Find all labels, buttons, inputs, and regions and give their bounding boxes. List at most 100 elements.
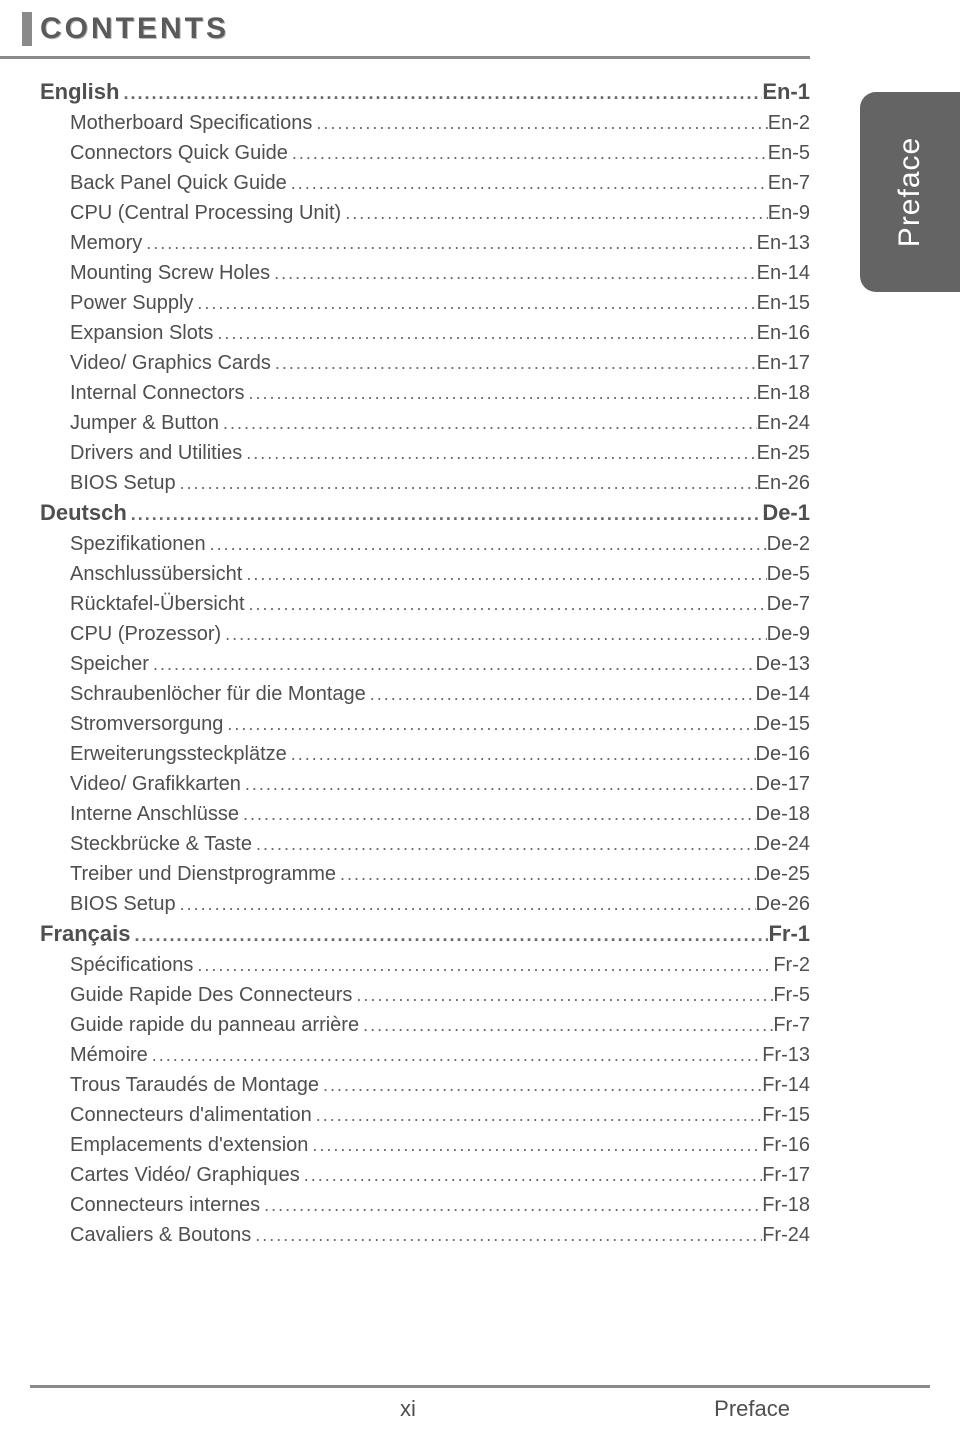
toc-entry-label: Guide Rapide Des Connecteurs	[70, 980, 352, 1010]
toc-entry-page: De-16	[756, 739, 810, 769]
toc-leader-dots	[193, 288, 756, 318]
toc-leader-dots	[271, 348, 757, 378]
toc-entry-page: Fr-13	[762, 1040, 810, 1070]
toc-leader-dots	[336, 859, 755, 889]
toc-entry-label: Connecteurs d'alimentation	[70, 1100, 312, 1130]
toc-leader-dots	[142, 228, 756, 258]
toc-section-label: Deutsch	[40, 498, 127, 528]
toc-entry: Drivers and Utilities En-25	[40, 438, 810, 468]
toc-leader-dots	[242, 438, 756, 468]
toc-entry: MemoryEn-13	[40, 228, 810, 258]
page-title: CONTENTS	[40, 12, 229, 46]
toc-entry: Treiber und DienstprogrammeDe-25	[40, 859, 810, 889]
toc-entry-label: Mémoire	[70, 1040, 148, 1070]
toc-entry: Interne AnschlüsseDe-18	[40, 799, 810, 829]
toc-entry-label: Connectors Quick Guide	[70, 138, 288, 168]
footer-section-name: Preface	[714, 1396, 790, 1422]
toc-leader-dots	[245, 589, 767, 619]
side-tab-label: Preface	[893, 137, 927, 247]
toc-entry-page: Fr-18	[762, 1190, 810, 1220]
toc-entry-label: Jumper & Button	[70, 408, 219, 438]
page-footer: xi Preface	[30, 1385, 930, 1422]
toc-section-page: En-1	[762, 77, 810, 107]
toc-entry-page: De-14	[756, 679, 810, 709]
toc-entry-label: Motherboard Specifications	[70, 108, 312, 138]
toc-entry-page: En-7	[768, 168, 810, 198]
toc-leader-dots	[312, 1100, 762, 1130]
toc-entry-label: Erweiterungssteckplätze	[70, 739, 287, 769]
toc-entry-page: Fr-7	[773, 1010, 810, 1040]
toc-entry-label: Mounting Screw Holes	[70, 258, 270, 288]
toc-entry-page: Fr-24	[762, 1220, 810, 1250]
toc-leader-dots	[206, 529, 767, 559]
toc-entry-label: Treiber und Dienstprogramme	[70, 859, 336, 889]
toc-entry-label: Anschlussübersicht	[70, 559, 242, 589]
toc-entry: AnschlussübersichtDe-5	[40, 559, 810, 589]
toc-entry-page: De-7	[767, 589, 810, 619]
toc-leader-dots	[148, 1040, 762, 1070]
toc-entry: SpeicherDe-13	[40, 649, 810, 679]
toc-entry-page: En-25	[757, 438, 810, 468]
toc-leader-dots	[270, 258, 757, 288]
toc-entry: Steckbrücke & TasteDe-24	[40, 829, 810, 859]
toc-entry-page: De-17	[756, 769, 810, 799]
toc-entry-page: De-15	[756, 709, 810, 739]
toc-entry-page: En-2	[768, 108, 810, 138]
toc-entry-page: De-18	[756, 799, 810, 829]
toc-entry: CPU (Prozessor)De-9	[40, 619, 810, 649]
toc-leader-dots	[242, 559, 766, 589]
toc-entry-label: Emplacements d'extension	[70, 1130, 308, 1160]
toc-entry-label: Cavaliers & Boutons	[70, 1220, 251, 1250]
toc-entry-page: En-24	[757, 408, 810, 438]
toc-entry-page: En-9	[768, 198, 810, 228]
toc-entry-label: Back Panel Quick Guide	[70, 168, 287, 198]
toc-entry: Back Panel Quick Guide En-7	[40, 168, 810, 198]
toc-entry-label: Drivers and Utilities	[70, 438, 242, 468]
toc-leader-dots	[176, 889, 756, 919]
toc-leader-dots	[127, 499, 763, 529]
toc-entry-label: Rücktafel-Übersicht	[70, 589, 245, 619]
toc-entry: Connectors Quick GuideEn-5	[40, 138, 810, 168]
toc-leader-dots	[260, 1190, 762, 1220]
toc-leader-dots	[241, 769, 756, 799]
document-page: CONTENTS Preface English En-1Motherboard…	[0, 0, 960, 1442]
toc-entry-label: Video/ Graphics Cards	[70, 348, 271, 378]
toc-entry: Schraubenlöcher für die Montage De-14	[40, 679, 810, 709]
side-tab: Preface	[860, 92, 960, 292]
toc-leader-dots	[223, 709, 755, 739]
toc-leader-dots	[119, 78, 762, 108]
toc-entry-page: En-16	[757, 318, 810, 348]
toc-entry: Expansion Slots En-16	[40, 318, 810, 348]
toc-leader-dots	[176, 468, 757, 498]
toc-leader-dots	[245, 378, 757, 408]
toc-entry-page: Fr-5	[773, 980, 810, 1010]
toc-entry: Spezifikationen De-2	[40, 529, 810, 559]
toc-entry-page: De-26	[756, 889, 810, 919]
toc-section-label: Français	[40, 919, 131, 949]
toc-entry-page: Fr-15	[762, 1100, 810, 1130]
toc-entry-label: Expansion Slots	[70, 318, 213, 348]
toc-entry-label: Cartes Vidéo/ Graphiques	[70, 1160, 300, 1190]
toc-entry: SpécificationsFr-2	[40, 950, 810, 980]
toc-entry-label: Schraubenlöcher für die Montage	[70, 679, 366, 709]
toc-entry-page: De-2	[767, 529, 810, 559]
toc-entry: Cavaliers & Boutons Fr-24	[40, 1220, 810, 1250]
toc-leader-dots	[359, 1010, 773, 1040]
toc-leader-dots	[131, 920, 769, 950]
toc-leader-dots	[252, 829, 756, 859]
toc-section-heading: Deutsch De-1	[40, 498, 810, 529]
toc-leader-dots	[213, 318, 756, 348]
toc-leader-dots	[288, 138, 768, 168]
title-accent-mark	[22, 12, 32, 46]
toc-entry-label: Spezifikationen	[70, 529, 206, 559]
toc-entry: Rücktafel-Übersicht De-7	[40, 589, 810, 619]
toc-entry-page: En-18	[757, 378, 810, 408]
toc-leader-dots	[319, 1070, 762, 1100]
title-bar: CONTENTS	[0, 0, 810, 59]
toc-leader-dots	[287, 739, 756, 769]
toc-leader-dots	[300, 1160, 762, 1190]
toc-entry: Cartes Vidéo/ GraphiquesFr-17	[40, 1160, 810, 1190]
toc-entry: Trous Taraudés de MontageFr-14	[40, 1070, 810, 1100]
toc-entry-label: Speicher	[70, 649, 149, 679]
toc-leader-dots	[308, 1130, 762, 1160]
